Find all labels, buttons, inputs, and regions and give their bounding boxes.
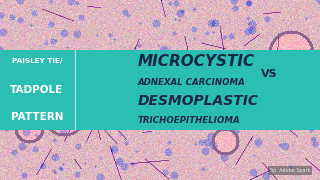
FancyBboxPatch shape [0, 50, 320, 130]
Text: MICROCYSTIC: MICROCYSTIC [138, 54, 255, 69]
Text: PATTERN: PATTERN [11, 112, 63, 122]
Text: TRICHOEPITHELIOMA: TRICHOEPITHELIOMA [138, 116, 240, 125]
Text: DESMOPLASTIC: DESMOPLASTIC [138, 94, 259, 108]
Text: VS: VS [260, 69, 277, 79]
Text: ADNEXAL CARCINOMA: ADNEXAL CARCINOMA [138, 78, 245, 87]
Text: PAISLEY TIE/: PAISLEY TIE/ [12, 58, 62, 64]
Text: Sp  Adobe Spark: Sp Adobe Spark [270, 168, 310, 173]
Text: TADPOLE: TADPOLE [10, 85, 63, 95]
